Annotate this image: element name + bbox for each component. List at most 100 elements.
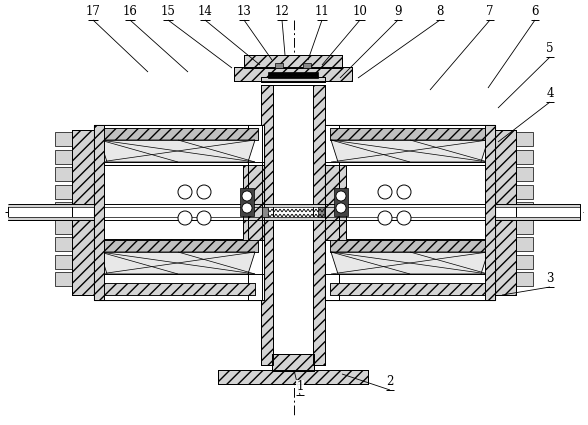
Text: 11: 11: [315, 5, 329, 18]
Text: 5: 5: [546, 42, 554, 55]
Text: 12: 12: [275, 5, 289, 18]
Bar: [272, 354, 314, 371]
Bar: [94, 162, 264, 242]
Circle shape: [336, 191, 346, 201]
Bar: [72, 130, 94, 295]
Bar: [273, 85, 313, 365]
Bar: [248, 125, 262, 300]
Bar: [325, 162, 495, 242]
Circle shape: [397, 211, 411, 225]
Circle shape: [378, 211, 392, 225]
Text: 3: 3: [546, 272, 554, 285]
Text: 10: 10: [353, 5, 368, 18]
Circle shape: [197, 211, 211, 225]
Bar: [55, 219, 72, 233]
Bar: [94, 162, 264, 242]
Bar: [94, 125, 104, 300]
Bar: [8, 217, 580, 220]
Circle shape: [242, 203, 252, 213]
Bar: [313, 85, 325, 365]
Bar: [262, 207, 268, 217]
Bar: [261, 77, 325, 82]
Bar: [8, 204, 580, 207]
Bar: [218, 370, 368, 384]
Circle shape: [397, 185, 411, 199]
Text: 1: 1: [296, 380, 303, 393]
Text: 8: 8: [436, 5, 444, 18]
Bar: [100, 283, 255, 295]
Bar: [244, 55, 342, 68]
Bar: [261, 85, 273, 365]
Text: 2: 2: [386, 375, 394, 388]
Text: 7: 7: [486, 5, 494, 18]
Bar: [240, 188, 254, 216]
Bar: [325, 125, 339, 300]
Bar: [275, 63, 283, 68]
Bar: [100, 240, 258, 252]
Bar: [325, 125, 339, 300]
Bar: [94, 240, 264, 300]
Bar: [100, 283, 255, 295]
Bar: [94, 125, 264, 165]
Bar: [516, 219, 533, 233]
Text: 17: 17: [86, 5, 101, 18]
Text: 13: 13: [236, 5, 252, 18]
Bar: [516, 202, 533, 216]
Text: 4: 4: [546, 87, 554, 100]
Bar: [330, 128, 488, 140]
Circle shape: [178, 185, 192, 199]
Circle shape: [336, 203, 346, 213]
Bar: [100, 128, 258, 140]
Bar: [330, 283, 485, 295]
Text: 15: 15: [161, 5, 175, 18]
Text: 6: 6: [531, 5, 539, 18]
Bar: [103, 165, 243, 239]
Bar: [516, 184, 533, 198]
Bar: [94, 125, 104, 300]
Bar: [55, 184, 72, 198]
Bar: [234, 67, 352, 81]
Bar: [55, 202, 72, 216]
Bar: [516, 255, 533, 269]
Bar: [272, 354, 314, 371]
Bar: [261, 77, 325, 82]
Bar: [234, 67, 352, 81]
Text: 16: 16: [122, 5, 138, 18]
Text: 9: 9: [394, 5, 402, 18]
Bar: [55, 237, 72, 251]
Circle shape: [197, 185, 211, 199]
Circle shape: [242, 191, 252, 201]
Bar: [330, 283, 485, 295]
Bar: [55, 132, 72, 146]
Bar: [330, 128, 488, 140]
Bar: [346, 165, 486, 239]
Bar: [516, 237, 533, 251]
Bar: [55, 272, 72, 286]
Bar: [248, 125, 262, 300]
Bar: [268, 76, 318, 78]
Bar: [55, 167, 72, 181]
Bar: [325, 162, 495, 242]
Bar: [330, 240, 488, 252]
Bar: [261, 85, 273, 365]
Bar: [94, 125, 264, 300]
Bar: [303, 63, 311, 68]
Bar: [325, 240, 495, 300]
Bar: [516, 272, 533, 286]
Bar: [218, 370, 368, 384]
Bar: [516, 150, 533, 164]
Bar: [100, 128, 258, 140]
Text: 14: 14: [198, 5, 212, 18]
Circle shape: [178, 211, 192, 225]
Bar: [516, 167, 533, 181]
Bar: [244, 55, 342, 68]
Bar: [268, 72, 318, 76]
Bar: [334, 188, 348, 216]
Bar: [94, 274, 264, 300]
Bar: [100, 240, 258, 252]
Bar: [516, 132, 533, 146]
Bar: [485, 125, 495, 300]
Bar: [330, 240, 488, 252]
Bar: [55, 150, 72, 164]
Bar: [325, 125, 495, 300]
